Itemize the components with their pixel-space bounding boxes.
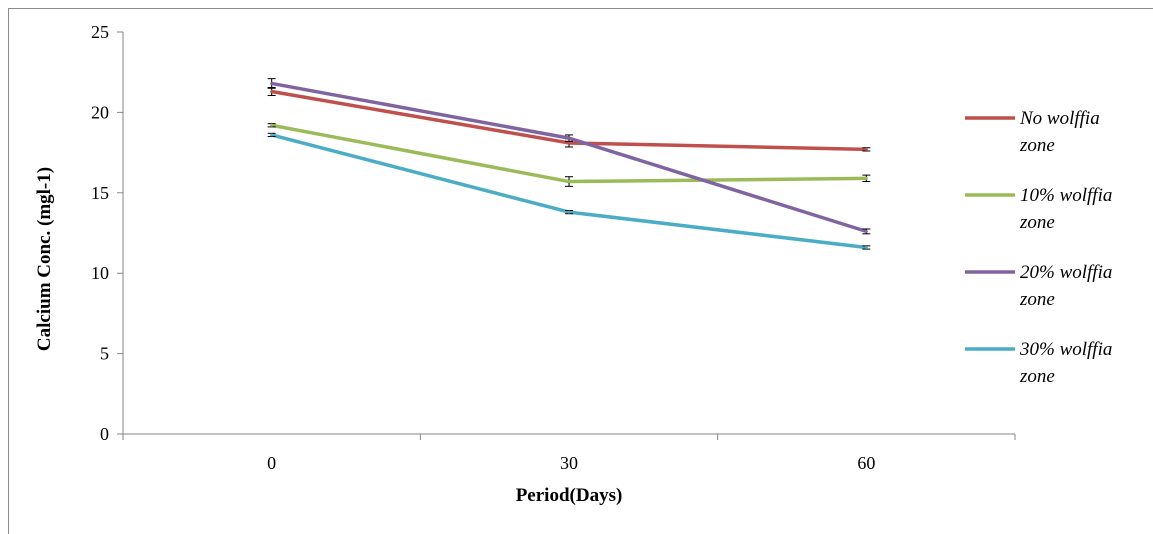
series-3 — [267, 78, 871, 235]
data-point — [270, 133, 274, 137]
data-point — [864, 147, 868, 151]
data-point — [270, 81, 274, 85]
legend-item: 30% wolffia zone — [965, 339, 1112, 387]
y-tick-label: 15 — [91, 183, 109, 203]
legend-item: 20% wolffia zone — [965, 262, 1112, 310]
x-tick-label: 60 — [857, 453, 875, 473]
y-tick-label: 5 — [100, 344, 109, 364]
legend-label: 20% wolffia zone — [1019, 262, 1112, 310]
legend-label: 10% wolffia zone — [1019, 185, 1112, 233]
data-point — [864, 176, 868, 180]
axes: 0 5 10 15 20 25 0 30 60 — [91, 22, 1016, 473]
legend-label: 30% wolffia zone — [1019, 339, 1112, 387]
y-tick-label: 0 — [100, 424, 109, 444]
data-point — [864, 245, 868, 249]
y-axis-title: Calcium Conc. (mgl-1) — [34, 167, 55, 351]
data-point — [567, 210, 571, 214]
data-point — [567, 141, 571, 145]
legend: No wolffia zone 10% wolffia zone 20% wolffia… — [965, 108, 1112, 387]
x-tick-label: 0 — [267, 453, 276, 473]
data-point — [270, 123, 274, 127]
series-layer — [267, 78, 871, 250]
y-tick-label: 25 — [91, 22, 109, 42]
x-axis-title: Period(Days) — [516, 485, 623, 506]
chart-border — [8, 8, 1153, 534]
x-tick-label: 30 — [560, 453, 578, 473]
series-4 — [267, 132, 871, 250]
data-point — [864, 229, 868, 233]
series-1 — [267, 86, 871, 152]
legend-item: 10% wolffia zone — [965, 185, 1112, 233]
legend-label: No wolffia zone — [1019, 108, 1100, 156]
y-tick-label: 20 — [91, 102, 109, 122]
data-point — [567, 180, 571, 184]
data-point — [270, 89, 274, 93]
data-point — [567, 136, 571, 140]
series-2 — [267, 123, 871, 187]
y-tick-label: 10 — [91, 263, 109, 283]
legend-item: No wolffia zone — [965, 108, 1100, 156]
